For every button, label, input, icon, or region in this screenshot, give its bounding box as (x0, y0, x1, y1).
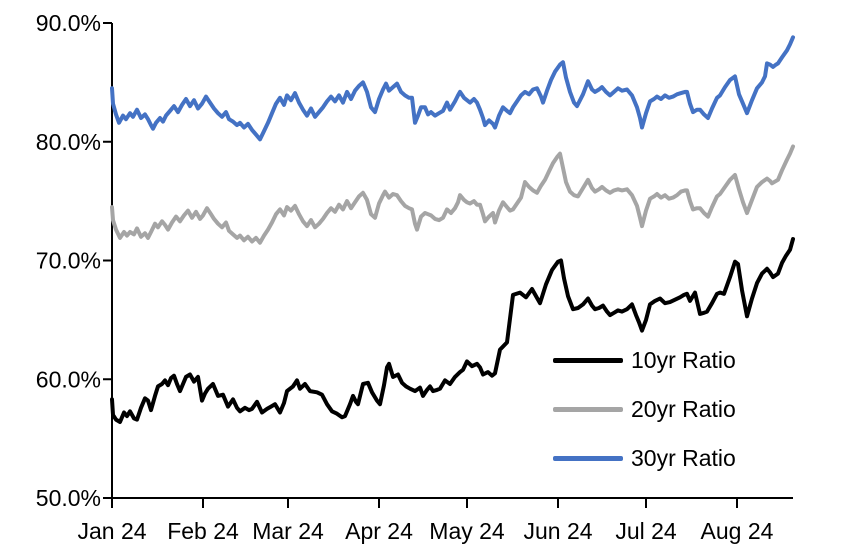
x-axis-tick-label: Jan 24 (77, 518, 146, 544)
x-axis-tick-label: May 24 (429, 518, 505, 544)
legend-swatch-20yr (553, 407, 623, 412)
legend-item-30yr-ratio: 30yr Ratio (553, 434, 736, 483)
legend-label: 30yr Ratio (631, 445, 736, 471)
x-axis-tick-label: Mar 24 (252, 518, 324, 544)
legend: 10yr Ratio 20yr Ratio 30yr Ratio (553, 336, 736, 483)
legend-swatch-30yr (553, 456, 623, 461)
x-axis-tick-label: Aug 24 (701, 518, 774, 544)
legend-item-10yr-ratio: 10yr Ratio (553, 336, 736, 385)
series-line-20yr-ratio (110, 144, 795, 245)
x-axis-tick-label: Feb 24 (167, 518, 239, 544)
series-line-10yr-ratio (110, 237, 795, 424)
x-axis-tick-label: Jun 24 (523, 518, 592, 544)
legend-label: 20yr Ratio (631, 396, 736, 422)
y-axis-tick-label: 90.0% (36, 10, 101, 36)
legend-swatch-10yr (553, 358, 623, 363)
x-axis-tick-label: Apr 24 (345, 518, 413, 544)
y-axis-tick-label: 50.0% (36, 485, 101, 511)
x-axis-tick-label: Jul 24 (615, 518, 677, 544)
y-axis-tick-label: 70.0% (36, 248, 101, 274)
series-line-30yr-ratio (110, 35, 795, 142)
legend-label: 10yr Ratio (631, 347, 736, 373)
legend-item-20yr-ratio: 20yr Ratio (553, 385, 736, 434)
y-axis-tick-label: 80.0% (36, 129, 101, 155)
y-axis-tick-label: 60.0% (36, 366, 101, 392)
